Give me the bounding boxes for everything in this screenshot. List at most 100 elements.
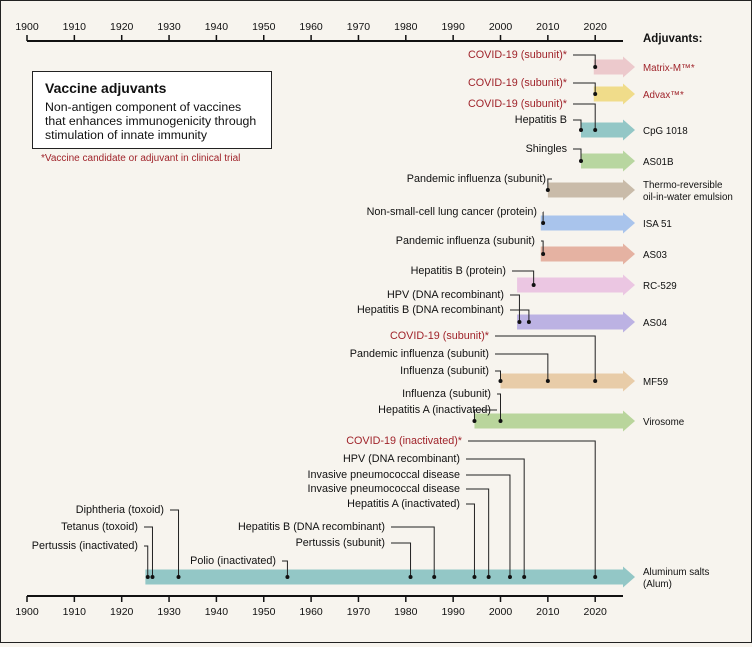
- event-dot: [593, 92, 597, 96]
- event-label: Invasive pneumococcal disease: [308, 483, 460, 495]
- top-axis-tick-label: 2020: [584, 21, 608, 33]
- legend-box: Vaccine adjuvants Non-antigen component …: [32, 71, 272, 149]
- adjuvant-name: AS04: [643, 318, 668, 329]
- event-dot: [487, 575, 491, 579]
- bottom-axis-tick-label: 1970: [347, 606, 371, 618]
- event-leader-line: [170, 510, 179, 577]
- adjuvant-name: Virosome: [643, 417, 685, 428]
- adjuvant-arrow: [548, 180, 635, 201]
- event-dot: [150, 575, 154, 579]
- bottom-axis-tick-label: 2000: [489, 606, 513, 618]
- top-axis-tick-label: 2010: [536, 21, 560, 33]
- top-axis-tick-label: 1980: [394, 21, 418, 33]
- event-dot: [579, 128, 583, 132]
- event-dot: [546, 379, 550, 383]
- event-label: COVID-19 (inactivated)*: [346, 435, 463, 447]
- bottom-axis-tick-label: 2010: [536, 606, 560, 618]
- event-dot: [499, 419, 503, 423]
- event-label: Hepatitis B: [515, 114, 567, 126]
- top-axis-tick-label: 1950: [252, 21, 276, 33]
- bottom-axis-tick-label: 1940: [205, 606, 229, 618]
- bottom-axis-tick-label: 1900: [15, 606, 39, 618]
- adjuvant-arrow: [581, 151, 635, 172]
- event-label: Polio (inactivated): [190, 555, 276, 567]
- top-axis-tick-label: 1960: [299, 21, 323, 33]
- event-label: Diphtheria (toxoid): [76, 504, 164, 516]
- event-leader-line: [573, 55, 595, 67]
- event-dot: [472, 575, 476, 579]
- adjuvant-arrow: [145, 567, 635, 588]
- event-dot: [409, 575, 413, 579]
- top-axis-tick-label: 1930: [157, 21, 181, 33]
- event-dot: [593, 65, 597, 69]
- event-label: Tetanus (toxoid): [61, 521, 138, 533]
- adjuvant-arrow: [594, 84, 635, 105]
- adjuvant-name: (Alum): [643, 579, 672, 590]
- event-dot: [541, 252, 545, 256]
- adjuvant-name: AS03: [643, 250, 668, 261]
- event-leader-line: [466, 475, 510, 577]
- top-axis-tick-label: 1910: [63, 21, 87, 33]
- event-leader-line: [466, 489, 489, 577]
- event-leader-line: [573, 149, 581, 161]
- event-label: Influenza (subunit): [400, 365, 489, 377]
- top-axis-tick-label: 2000: [489, 21, 513, 33]
- adjuvant-arrow: [501, 371, 636, 392]
- event-label: Pertussis (subunit): [296, 537, 385, 549]
- event-label: Hepatitis A (inactivated): [378, 404, 491, 416]
- event-leader-line: [466, 504, 474, 577]
- bottom-axis-tick-label: 1950: [252, 606, 276, 618]
- event-dot: [517, 320, 521, 324]
- event-label: COVID-19 (subunit)*: [390, 330, 490, 342]
- event-dot: [508, 575, 512, 579]
- adjuvant-name: Advax™*: [643, 90, 684, 101]
- event-dot: [579, 159, 583, 163]
- event-dot: [522, 575, 526, 579]
- legend-note: *Vaccine candidate or adjuvant in clinic…: [41, 153, 240, 164]
- event-leader-line: [573, 83, 595, 94]
- event-label: COVID-19 (subunit)*: [468, 98, 568, 110]
- event-label: HPV (DNA recombinant): [343, 453, 460, 465]
- event-label: Hepatitis A (inactivated): [347, 498, 460, 510]
- event-label: Shingles: [526, 143, 568, 155]
- event-label: Hepatitis B (protein): [411, 265, 506, 277]
- event-label: Pandemic influenza (subunit): [396, 235, 535, 247]
- event-label: Invasive pneumococcal disease: [308, 469, 460, 481]
- adjuvant-name: MF59: [643, 377, 668, 388]
- adjuvant-name: oil-in-water emulsion: [643, 192, 733, 203]
- event-dot: [499, 379, 503, 383]
- event-label: HPV (DNA recombinant): [387, 289, 504, 301]
- adjuvant-name: Matrix-M™*: [643, 63, 695, 74]
- event-dot: [546, 188, 550, 192]
- event-dot: [285, 575, 289, 579]
- legend-description: Non-antigen component of vaccines that e…: [45, 100, 259, 142]
- adjuvant-name: RC-529: [643, 281, 677, 292]
- adjuvant-name: CpG 1018: [643, 126, 688, 137]
- bottom-axis-tick-label: 1980: [394, 606, 418, 618]
- event-dot: [177, 575, 181, 579]
- legend-title: Vaccine adjuvants: [45, 80, 259, 96]
- event-label: COVID-19 (subunit)*: [468, 49, 568, 61]
- event-label: Pertussis (inactivated): [32, 540, 138, 552]
- adjuvant-name: Thermo-reversible: [643, 180, 723, 191]
- top-axis-tick-label: 1940: [205, 21, 229, 33]
- adjuvant-name: AS01B: [643, 157, 674, 168]
- top-axis-tick-label: 1900: [15, 21, 39, 33]
- bottom-axis-tick-label: 2020: [584, 606, 608, 618]
- adjuvants-header: Adjuvants:: [643, 33, 702, 45]
- event-label: Influenza (subunit): [402, 388, 491, 400]
- adjuvant-arrow: [541, 213, 635, 234]
- adjuvant-arrow: [594, 57, 635, 78]
- bottom-axis-tick-label: 1990: [441, 606, 465, 618]
- event-dot: [593, 379, 597, 383]
- event-label: Hepatitis B (DNA recombinant): [357, 304, 504, 316]
- event-label: Pandemic influenza (subunit): [350, 348, 489, 360]
- top-axis-tick-label: 1970: [347, 21, 371, 33]
- top-axis-tick-label: 1920: [110, 21, 134, 33]
- adjuvant-arrow: [541, 244, 635, 265]
- event-label: Non-small-cell lung cancer (protein): [367, 206, 537, 218]
- event-dot: [593, 128, 597, 132]
- top-axis-tick-label: 1990: [441, 21, 465, 33]
- event-label: Pandemic influenza (subunit): [407, 173, 546, 185]
